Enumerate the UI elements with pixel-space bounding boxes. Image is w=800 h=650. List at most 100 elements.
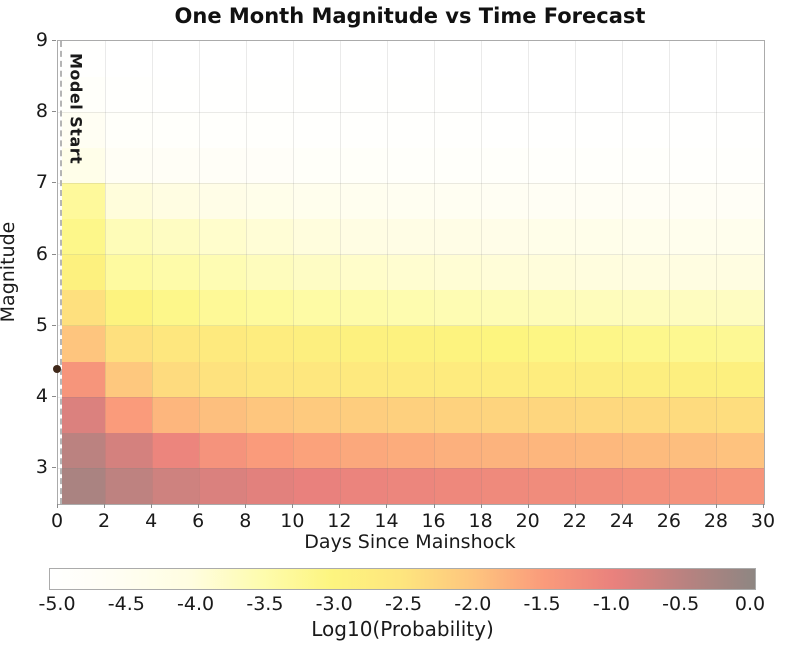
heatmap-cell bbox=[293, 219, 341, 255]
heatmap-cell bbox=[387, 361, 435, 398]
heatmap-cell bbox=[105, 147, 153, 184]
x-tick-mark bbox=[574, 504, 576, 508]
heatmap-cell bbox=[105, 112, 153, 148]
heatmap-cell bbox=[62, 219, 106, 255]
y-tick-mark bbox=[52, 182, 56, 184]
heatmap-cell bbox=[481, 76, 529, 113]
x-tick-mark bbox=[151, 504, 153, 508]
horizontal-gridline bbox=[58, 111, 764, 113]
heatmap-cell bbox=[387, 183, 435, 220]
colorbar-tick-label: -0.5 bbox=[662, 593, 700, 615]
heatmap-cell bbox=[340, 41, 388, 77]
heatmap-cell bbox=[340, 112, 388, 148]
x-tick-mark bbox=[763, 504, 764, 508]
heatmap-cell bbox=[575, 325, 623, 362]
heatmap-cell bbox=[622, 183, 670, 220]
heatmap-cell bbox=[246, 219, 294, 255]
heatmap-cell bbox=[105, 254, 153, 291]
colorbar-tick-label: -3.0 bbox=[315, 593, 353, 615]
heatmap-cell bbox=[293, 468, 341, 504]
x-tick-mark bbox=[245, 504, 247, 508]
heatmap-cell bbox=[152, 432, 200, 469]
heatmap-cell bbox=[575, 432, 623, 469]
vertical-gridline bbox=[622, 41, 624, 504]
heatmap-cell bbox=[669, 183, 717, 220]
heatmap-cell bbox=[481, 432, 529, 469]
heatmap-cell bbox=[528, 254, 576, 291]
vertical-gridline bbox=[151, 41, 153, 504]
heatmap-cell bbox=[340, 325, 388, 362]
y-tick-label: 4 bbox=[35, 385, 48, 408]
heatmap-cell bbox=[622, 112, 670, 148]
heatmap-cell bbox=[62, 183, 106, 220]
heatmap-cell bbox=[669, 112, 717, 148]
heatmap-cell bbox=[434, 325, 482, 362]
heatmap-cell bbox=[387, 432, 435, 469]
heatmap-cell bbox=[340, 361, 388, 398]
y-tick-mark bbox=[52, 40, 56, 41]
heatmap-cell bbox=[387, 112, 435, 148]
x-tick-mark bbox=[386, 504, 388, 508]
heatmap-cell bbox=[246, 147, 294, 184]
heatmap-cell bbox=[716, 41, 764, 77]
heatmap-cell bbox=[199, 397, 247, 433]
heatmap-cell bbox=[434, 147, 482, 184]
x-tick-mark bbox=[104, 504, 106, 508]
heatmap-cell bbox=[434, 219, 482, 255]
heatmap-cell bbox=[716, 76, 764, 113]
heatmap-cell bbox=[669, 468, 717, 504]
heatmap-cell bbox=[62, 397, 106, 433]
heatmap-cell bbox=[340, 468, 388, 504]
heatmap-cell bbox=[528, 219, 576, 255]
heatmap-cell bbox=[481, 183, 529, 220]
heatmap-cell bbox=[669, 76, 717, 113]
heatmap-cell bbox=[622, 219, 670, 255]
heatmap-cell bbox=[622, 361, 670, 398]
heatmap-cell bbox=[716, 432, 764, 469]
heatmap-cell bbox=[434, 76, 482, 113]
heatmap-cell bbox=[575, 41, 623, 77]
x-tick-mark bbox=[198, 504, 200, 508]
vertical-gridline bbox=[198, 41, 200, 504]
y-tick-label: 6 bbox=[35, 242, 48, 265]
colorbar-tick-label: -3.5 bbox=[246, 593, 284, 615]
heatmap-cell bbox=[105, 183, 153, 220]
heatmap-cell bbox=[669, 432, 717, 469]
x-tick-mark bbox=[292, 504, 294, 508]
heatmap-cell bbox=[575, 183, 623, 220]
heatmap-cell bbox=[199, 112, 247, 148]
heatmap-cell bbox=[716, 219, 764, 255]
y-tick-mark bbox=[52, 324, 56, 326]
colorbar-tick-label: -4.0 bbox=[177, 593, 215, 615]
heatmap-cell bbox=[199, 76, 247, 113]
heatmap-cell bbox=[622, 254, 670, 291]
heatmap-cell bbox=[434, 290, 482, 326]
heatmap-cell bbox=[105, 432, 153, 469]
heatmap-cell bbox=[340, 254, 388, 291]
colorbar bbox=[49, 568, 756, 590]
heatmap-cell bbox=[62, 147, 106, 184]
heatmap-cell bbox=[528, 41, 576, 77]
heatmap-cell bbox=[199, 325, 247, 362]
vertical-gridline bbox=[575, 41, 577, 504]
horizontal-gridline bbox=[58, 325, 764, 327]
heatmap-cell bbox=[152, 112, 200, 148]
heatmap-cell bbox=[528, 147, 576, 184]
heatmap-cell bbox=[105, 468, 153, 504]
colorbar-tick-label: -4.5 bbox=[107, 593, 145, 615]
heatmap-cell bbox=[199, 432, 247, 469]
heatmap-cell bbox=[622, 76, 670, 113]
x-tick-label: 24 bbox=[609, 510, 634, 532]
heatmap-cell bbox=[387, 254, 435, 291]
colorbar-label: Log10(Probability) bbox=[311, 617, 494, 641]
heatmap-cell bbox=[152, 290, 200, 326]
colorbar-tick-label: -2.5 bbox=[384, 593, 423, 615]
colorbar-tick-label: -1.5 bbox=[523, 593, 561, 615]
heatmap-cell bbox=[152, 325, 200, 362]
x-tick-label: 12 bbox=[327, 510, 352, 532]
heatmap-cell bbox=[199, 219, 247, 255]
heatmap-cell bbox=[340, 76, 388, 113]
heatmap-cell bbox=[152, 397, 200, 433]
heatmap-cell bbox=[528, 112, 576, 148]
